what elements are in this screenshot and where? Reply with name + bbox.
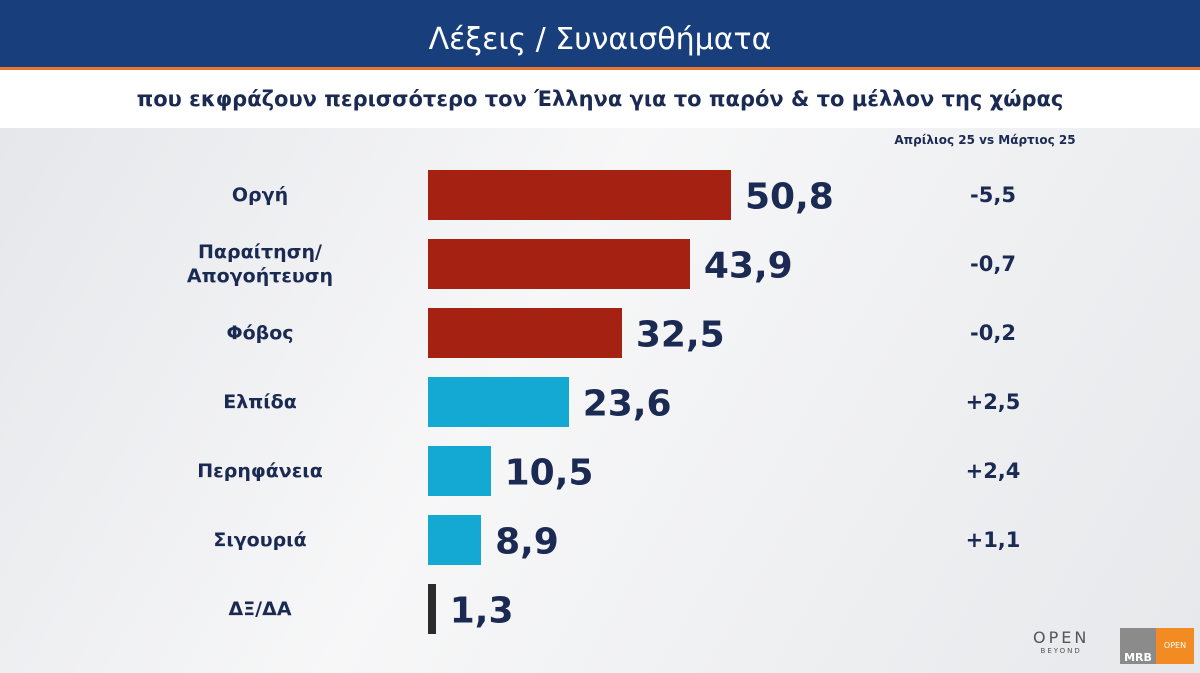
value-label: 10,5 — [504, 452, 594, 494]
bar — [428, 377, 569, 427]
change-label: +2,5 — [965, 390, 1021, 414]
value-label: 1,3 — [449, 590, 514, 632]
logo-text: BEYOND — [1040, 647, 1082, 655]
open-small-logo: OPEN — [1156, 628, 1194, 664]
value-label: 32,5 — [635, 314, 725, 356]
change-label: +1,1 — [965, 528, 1021, 552]
value-label: 23,6 — [582, 383, 672, 425]
category-label: Παραίτηση/ Απογοήτευση — [186, 241, 334, 287]
bar — [428, 170, 731, 220]
value-label: 43,9 — [703, 245, 793, 287]
logo-text: OPEN — [1033, 628, 1090, 647]
category-label: Φόβος — [226, 322, 294, 344]
category-label: ΔΞ/ΔΑ — [228, 598, 292, 620]
change-header: Απρίλιος 25 vs Μάρτιος 25 — [894, 133, 1076, 147]
value-label: 50,8 — [745, 176, 834, 218]
change-label: -0,7 — [970, 252, 1016, 276]
chart-subtitle: που εκφράζουν περισσότερο τον Έλληνα για… — [136, 87, 1064, 111]
change-label: -5,5 — [970, 183, 1016, 207]
category-label: Περηφάνεια — [197, 460, 323, 482]
bar — [428, 584, 436, 634]
change-label: -0,2 — [970, 321, 1016, 345]
bar — [428, 308, 622, 358]
bar — [428, 515, 482, 565]
value-label: 8,9 — [495, 521, 559, 563]
chart-title: Λέξεις / Συναισθήματα — [428, 22, 772, 57]
header-band — [0, 0, 1200, 70]
mrb-logo: MRB — [1120, 628, 1156, 664]
category-label: Σιγουριά — [213, 529, 307, 551]
subtitle-band — [0, 70, 1200, 128]
change-label: +2,4 — [965, 459, 1021, 483]
category-label: Ελπίδα — [223, 391, 297, 413]
category-label: Οργή — [231, 184, 289, 206]
open-logo: OPEN BEYOND — [1033, 628, 1089, 655]
bar — [428, 446, 491, 496]
bar — [428, 239, 690, 289]
